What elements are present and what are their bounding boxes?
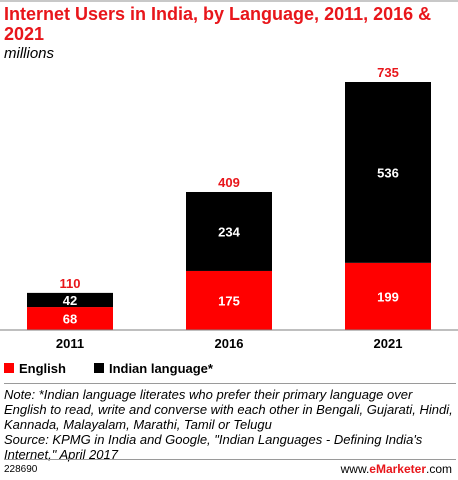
bar-indian-language-2011: [27, 292, 113, 308]
x-tick-label-2021: 2021: [374, 336, 403, 350]
bar-english-2011: [27, 307, 113, 330]
value-label-english-2016: 175: [218, 293, 240, 308]
legend-item-indian-language: Indian language*: [93, 360, 213, 376]
value-label-indian-language-2011: 42: [63, 293, 77, 308]
top-rule: [0, 0, 458, 2]
chart-subtitle: millions: [4, 45, 55, 62]
x-tick-label-2011: 2011: [56, 336, 84, 350]
legend-label-indian-language: Indian language*: [108, 360, 213, 376]
value-label-indian-language-2021: 536: [377, 165, 399, 180]
chart-title: Internet Users in India, by Language, 20…: [4, 4, 432, 44]
brand-suffix: .com: [425, 462, 452, 476]
legend-swatch-indian-language: [93, 363, 104, 373]
total-label-2011: 110: [60, 276, 81, 291]
brand-name: eMarketer: [369, 462, 426, 476]
total-label-2016: 409: [218, 175, 240, 190]
source-text: Source: KPMG in India and Google, "India…: [4, 432, 423, 462]
bar-english-2016: [186, 270, 272, 330]
legend-item-english: English: [4, 361, 66, 376]
legend-swatch-english: [4, 363, 14, 373]
bar-indian-language-2021: [345, 82, 431, 263]
legend-label-english: English: [19, 360, 66, 376]
legend: English Indian language*: [4, 358, 241, 378]
brand-prefix: www.: [340, 462, 370, 476]
brand-link[interactable]: www.eMarketer.com: [341, 462, 452, 476]
value-label-english-2011: 68: [63, 312, 77, 327]
value-label-english-2021: 199: [377, 289, 399, 304]
bar-indian-language-2016: [186, 191, 272, 271]
footnotes: Note: *Indian language literates who pre…: [4, 387, 456, 462]
divider-bottom: [4, 459, 456, 460]
chart-id: 228690: [4, 464, 38, 475]
note-text: Note: *Indian language literates who pre…: [4, 387, 453, 432]
divider-top: [4, 383, 456, 384]
total-label-2021: 735: [377, 65, 399, 80]
bar-english-2021: [345, 262, 431, 330]
stacked-bar-chart: 68 42 110 2011 175 234 409 2016 199 536 735 2021: [0, 65, 458, 350]
value-label-indian-language-2016: 234: [218, 224, 240, 239]
x-tick-label-2016: 2016: [215, 336, 244, 350]
